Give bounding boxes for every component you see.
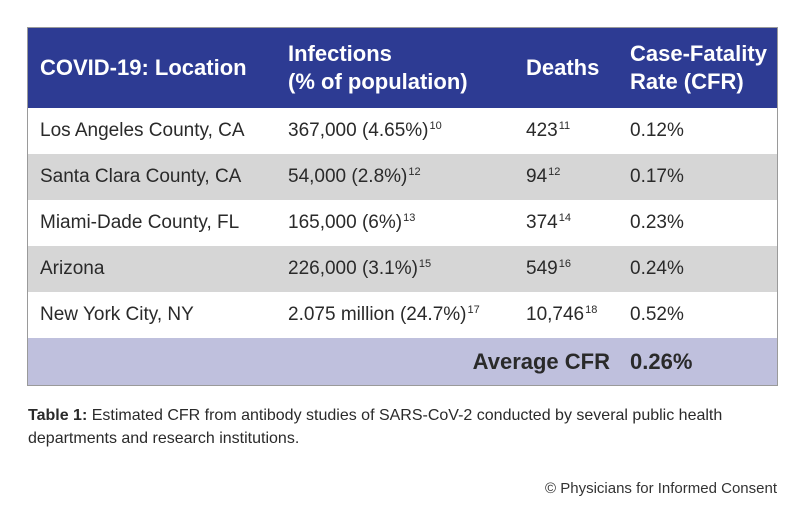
- header-location: COVID-19: Location: [40, 55, 247, 80]
- header-deaths: Deaths: [526, 55, 600, 80]
- footnote-ref: 17: [467, 303, 480, 316]
- average-row: Average CFR 0.26%: [28, 338, 777, 385]
- cell-infections: 2.075 million (24.7%)17: [288, 303, 480, 325]
- cell-cfr: 0.23%: [630, 212, 684, 233]
- copyright-notice: © Physicians for Informed Consent: [545, 480, 777, 497]
- cell-deaths: 10,74618: [526, 303, 598, 325]
- footnote-ref: 10: [429, 119, 442, 132]
- cfr-table-container: COVID-19: Location Infections (% of popu…: [27, 27, 778, 386]
- cell-cfr: 0.52%: [630, 304, 684, 325]
- average-cfr-label: Average CFR: [472, 348, 610, 374]
- footnote-ref: 16: [558, 257, 571, 270]
- cell-deaths: 9412: [526, 165, 561, 187]
- cell-location: Arizona: [40, 258, 105, 279]
- cell-infections: 226,000 (3.1%)15: [288, 257, 432, 279]
- cell-deaths: 37414: [526, 211, 571, 233]
- cell-deaths: 54916: [526, 257, 571, 279]
- table-header-row: COVID-19: Location Infections (% of popu…: [28, 28, 777, 108]
- average-cfr-value: 0.26%: [630, 348, 693, 374]
- cell-deaths: 42311: [526, 119, 571, 141]
- caption-text: Estimated CFR from antibody studies of S…: [28, 407, 723, 447]
- cell-location: Miami-Dade County, FL: [40, 212, 240, 233]
- footnote-ref: 15: [418, 257, 432, 270]
- cell-cfr: 0.17%: [630, 166, 684, 187]
- cell-location: Los Angeles County, CA: [40, 120, 245, 141]
- table-row: Miami-Dade County, FL 165,000 (6%)13 374…: [28, 200, 777, 246]
- cell-cfr: 0.12%: [630, 120, 684, 141]
- header-infections: Infections (% of population): [288, 41, 468, 94]
- cell-location: Santa Clara County, CA: [40, 166, 242, 187]
- footnote-ref: 12: [548, 165, 561, 178]
- cell-location: New York City, NY: [40, 304, 194, 325]
- table-row: Los Angeles County, CA 367,000 (4.65%)10…: [28, 108, 777, 154]
- footnote-ref: 18: [585, 303, 598, 316]
- header-cfr: Case-Fatality Rate (CFR): [630, 41, 767, 94]
- table-row: New York City, NY 2.075 million (24.7%)1…: [28, 292, 777, 338]
- table-row: Santa Clara County, CA 54,000 (2.8%)12 9…: [28, 154, 777, 200]
- cell-infections: 54,000 (2.8%)12: [288, 165, 421, 187]
- table-row: Arizona 226,000 (3.1%)15 54916 0.24%: [28, 246, 777, 292]
- footnote-ref: 11: [558, 119, 571, 132]
- footnote-ref: 12: [408, 165, 421, 178]
- cell-infections: 367,000 (4.65%)10: [288, 119, 442, 141]
- footnote-ref: 14: [558, 211, 571, 224]
- cell-infections: 165,000 (6%)13: [288, 211, 416, 233]
- table-caption: Table 1: Estimated CFR from antibody stu…: [28, 404, 778, 450]
- caption-lead: Table 1:: [28, 407, 88, 424]
- footnote-ref: 13: [403, 211, 416, 224]
- cell-cfr: 0.24%: [630, 258, 684, 279]
- cfr-table: COVID-19: Location Infections (% of popu…: [28, 28, 777, 385]
